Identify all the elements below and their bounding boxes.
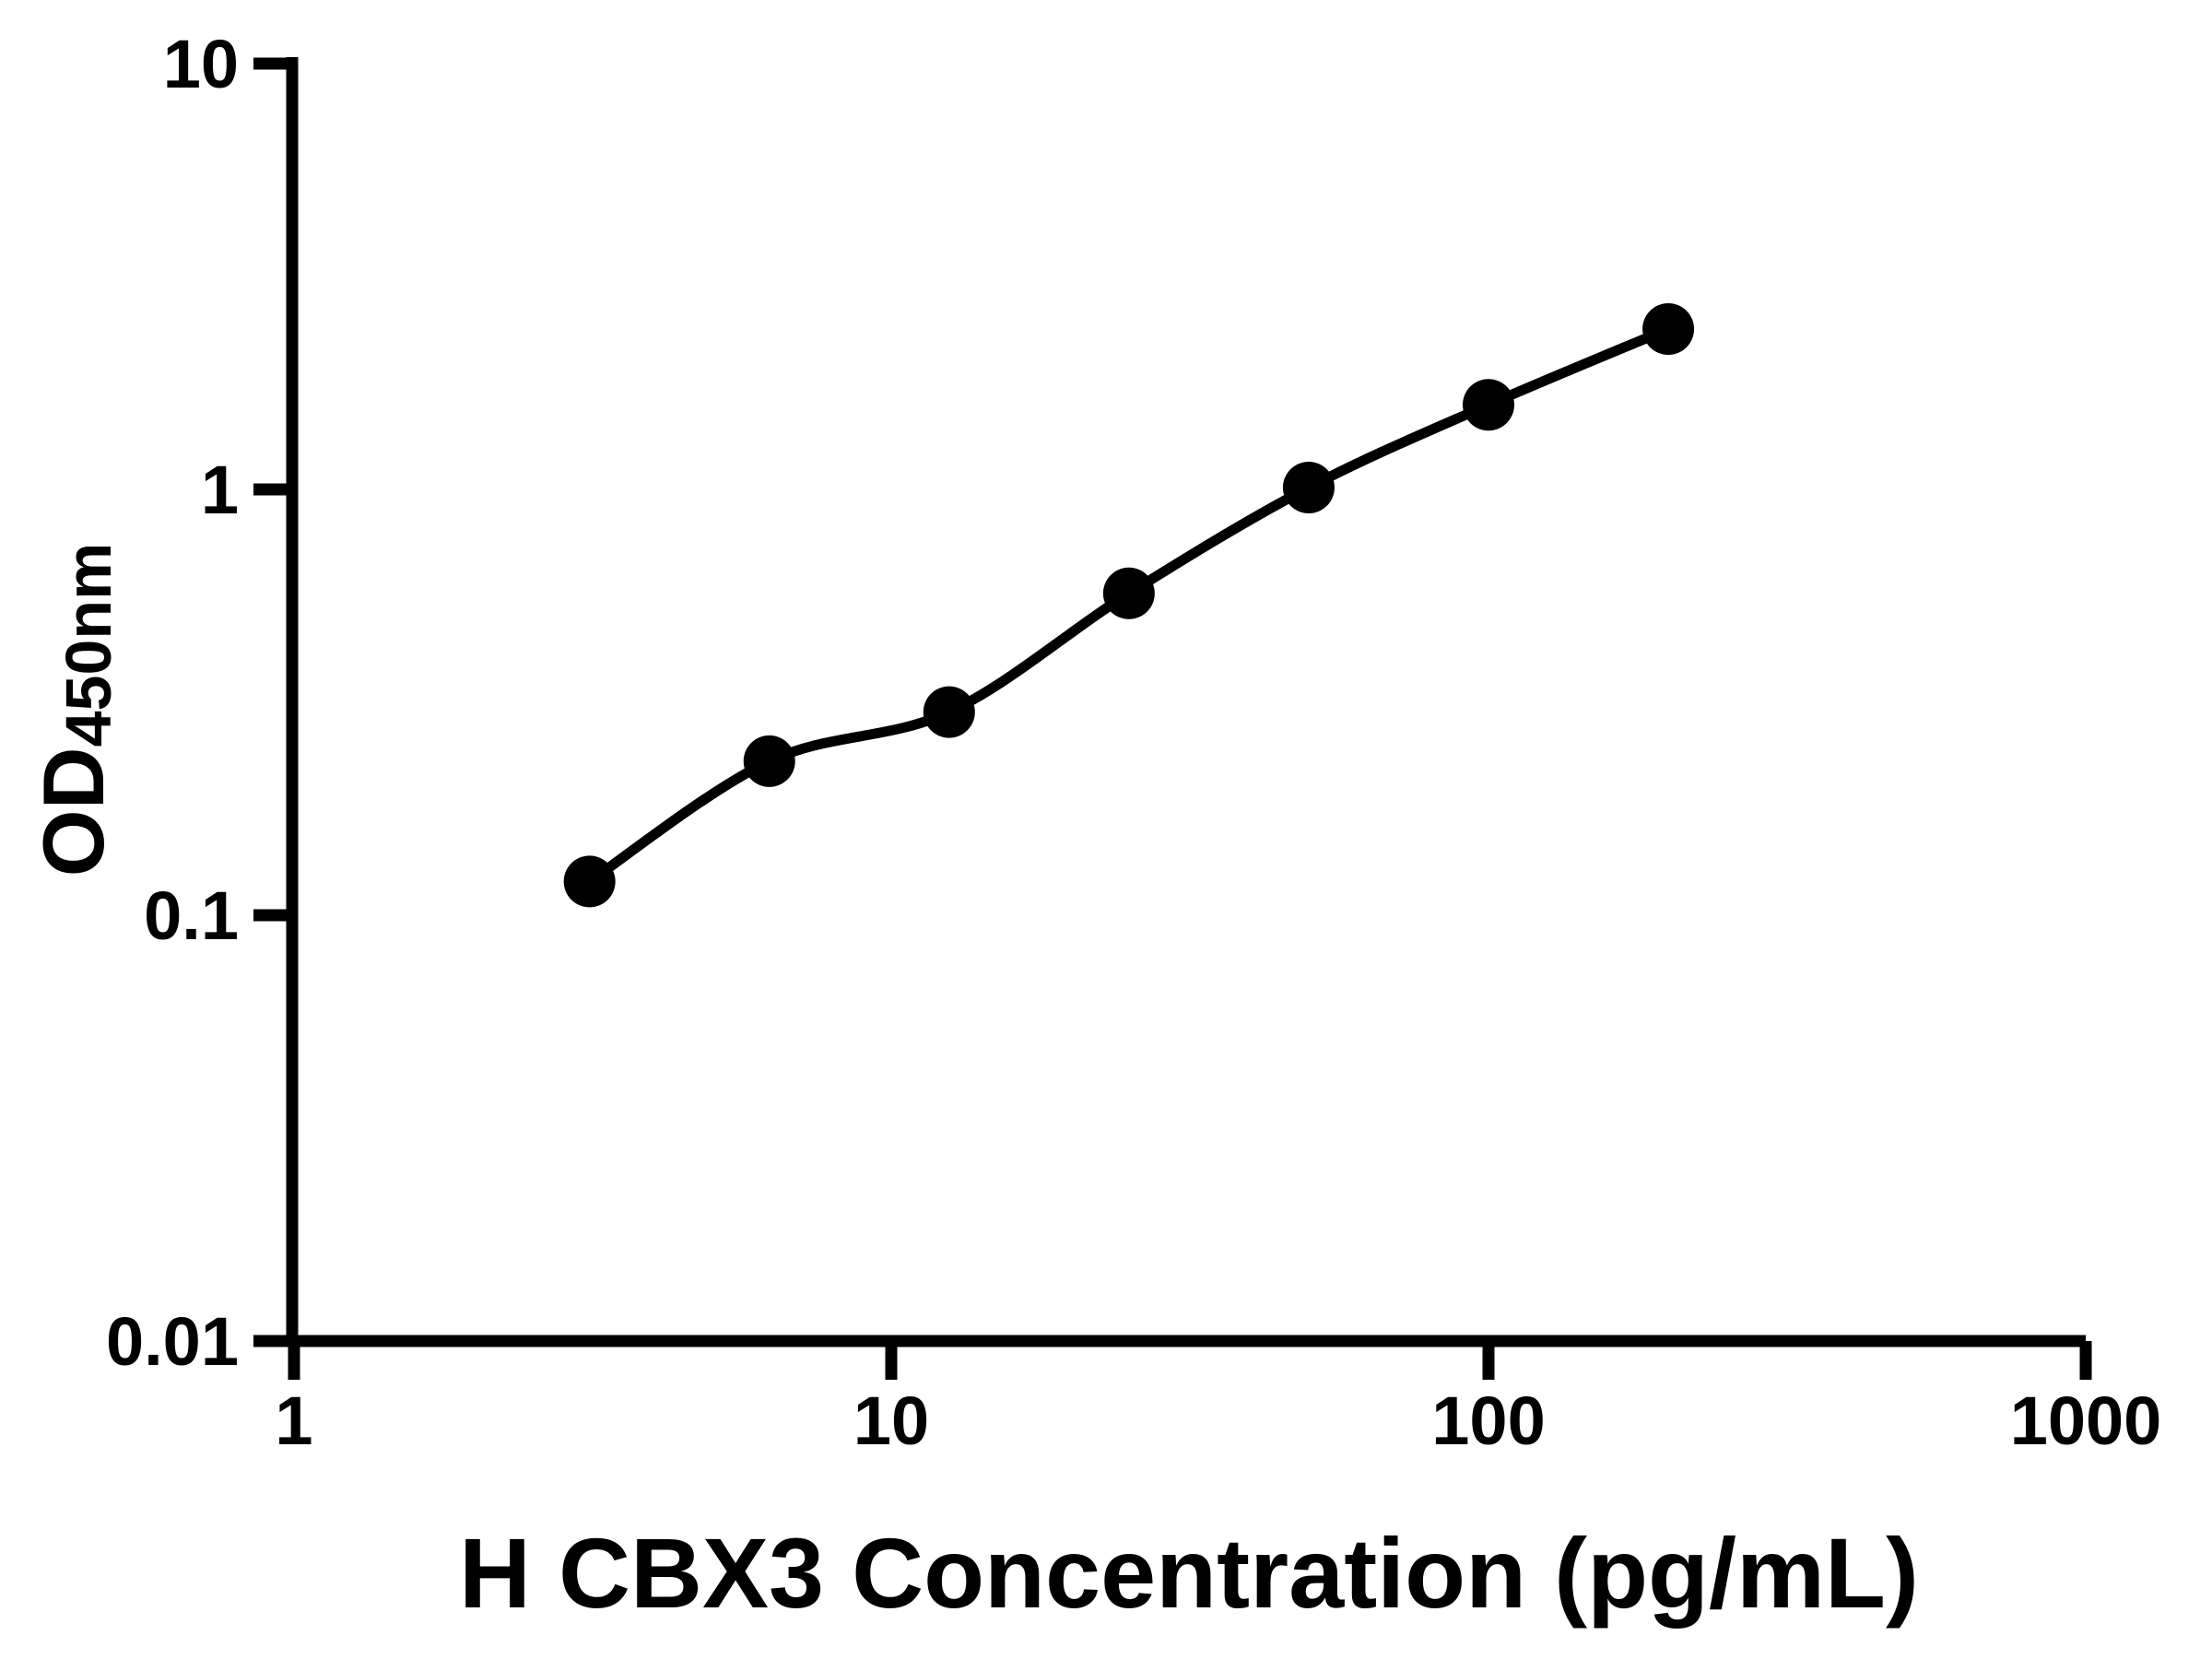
y-axis-title-main: OD [25, 747, 122, 877]
y-tick-label-0.1: 0.1 [144, 877, 239, 954]
data-point-7 [1642, 303, 1695, 356]
data-point-3 [923, 686, 975, 738]
x-axis-title: H CBX3 Concentration (pg/mL) [459, 1517, 1919, 1629]
y-axis-title-subscript: 450nm [53, 543, 124, 747]
x-tick-label-10: 10 [853, 1382, 929, 1459]
x-tick-label-1: 1 [275, 1382, 312, 1459]
x-axis-ticks: 1 10 100 1000 [275, 1341, 2161, 1459]
data-point-6 [1463, 379, 1514, 431]
data-point-2 [743, 735, 795, 787]
data-points [563, 303, 1695, 908]
data-point-5 [1282, 462, 1335, 514]
y-tick-label-0.01: 0.01 [106, 1303, 239, 1380]
x-tick-label-1000: 1000 [2010, 1382, 2162, 1459]
y-tick-label-1: 1 [201, 452, 239, 528]
data-point-4 [1102, 567, 1155, 619]
y-axis-ticks: 10 1 0.1 0.01 [106, 26, 292, 1380]
axes [286, 57, 2086, 1347]
y-axis-title: OD450nm [25, 543, 124, 877]
x-tick-label-100: 100 [1431, 1382, 1545, 1459]
data-point-1 [563, 855, 616, 908]
y-tick-label-10: 10 [163, 26, 239, 102]
